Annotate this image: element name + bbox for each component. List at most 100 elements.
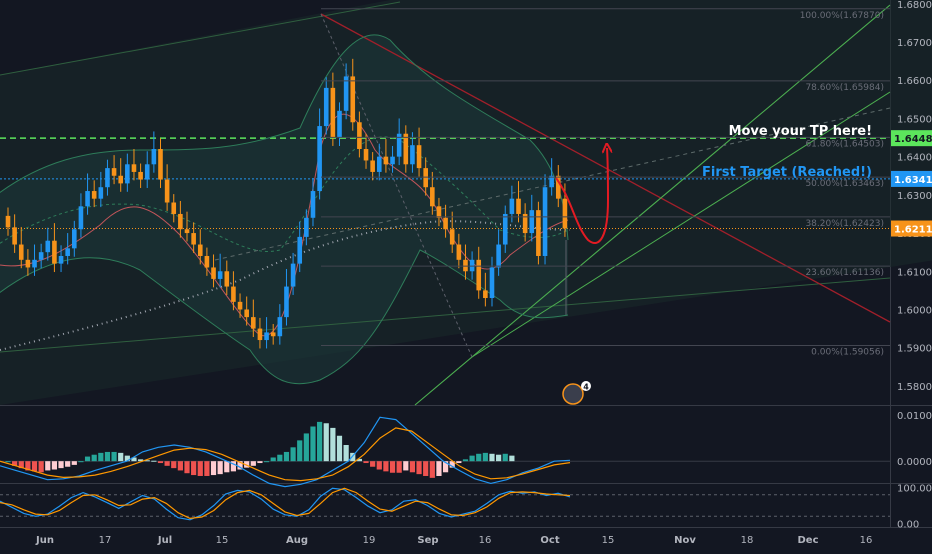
candle-bullish: [529, 210, 535, 234]
candle-bearish: [436, 206, 442, 218]
candle-bullish: [343, 76, 349, 111]
candle-bearish: [416, 145, 422, 169]
macd-histogram-bar: [230, 461, 237, 472]
candle-bullish: [78, 206, 84, 230]
date-tick-label: Aug: [286, 535, 308, 546]
trend-drawings: [0, 1, 891, 406]
candle-bullish: [549, 175, 554, 188]
candle-bearish: [191, 233, 196, 245]
macd-histogram-bar: [204, 461, 210, 476]
macd-histogram-bar: [323, 423, 329, 462]
candle-bullish: [489, 267, 495, 299]
candle-bearish: [270, 332, 276, 337]
bollinger-band-fill: [0, 34, 568, 384]
candle-bearish: [12, 227, 17, 245]
macd-histogram-bar: [423, 461, 429, 476]
fib-level-label: 23.60%(1.61136): [805, 268, 884, 278]
candle-bearish: [370, 160, 375, 172]
stoch-tick-label: 100.00: [897, 484, 932, 495]
candle-bearish: [211, 267, 216, 279]
candle-bearish: [231, 286, 236, 302]
macd-histogram-bar: [210, 461, 217, 476]
macd-histogram-bar: [157, 461, 164, 464]
macd-histogram-bar: [303, 433, 309, 462]
macd-histogram-bar: [197, 461, 203, 476]
date-tick-label: 16: [860, 535, 873, 546]
macd-histogram-bar: [509, 455, 515, 462]
macd-histogram-bar: [111, 451, 117, 462]
bollinger-basis: [0, 136, 569, 252]
candle-bearish: [363, 149, 369, 161]
candle-bearish: [350, 76, 356, 123]
stoch-tick-label: 0.00: [897, 519, 919, 530]
fib-level-label: 50.00%(1.63463): [805, 179, 884, 189]
macd-histogram-bar: [456, 461, 462, 464]
candle-bearish: [330, 87, 336, 138]
macd-histogram-bar: [91, 454, 97, 462]
candle-bearish: [555, 175, 561, 199]
candle-bullish: [151, 149, 157, 165]
candle-bullish: [45, 240, 51, 253]
price-label-box: [891, 170, 932, 187]
candle-bullish: [72, 229, 77, 249]
price-label-value: 1.64484: [894, 134, 932, 145]
price-tick-label: 1.66000: [897, 76, 932, 87]
candle-bullish: [264, 332, 269, 341]
macd-histogram-bar: [416, 461, 422, 475]
date-tick-label: Dec: [797, 535, 818, 546]
candle-bearish: [131, 164, 137, 172]
macd-histogram-bar: [436, 461, 442, 476]
candle-bearish: [251, 317, 256, 329]
candle-bullish: [542, 187, 548, 256]
macd-histogram-bar: [191, 461, 197, 476]
macd-histogram-bar: [482, 452, 488, 462]
macd-histogram-bar: [277, 454, 283, 462]
candle-bullish: [85, 191, 90, 207]
price-label-box: [891, 130, 932, 147]
candle-bearish: [257, 328, 263, 341]
candle-bearish: [224, 271, 230, 287]
macd-histogram-bar: [65, 461, 71, 467]
candle-bearish: [158, 149, 163, 180]
macd-histogram-bar: [118, 452, 124, 462]
candle-bullish: [502, 213, 508, 245]
macd-histogram-bar: [18, 461, 24, 469]
candle-bullish: [290, 263, 296, 287]
candle-bearish: [244, 309, 249, 318]
macd-histogram-bar: [317, 421, 323, 462]
date-tick-label: 16: [479, 535, 492, 546]
projection-arrow: [555, 148, 608, 245]
candle-bearish: [111, 168, 117, 176]
date-tick-label: Jun: [35, 535, 54, 546]
macd-histogram-bar: [144, 460, 150, 462]
macd-histogram-bar: [263, 461, 270, 463]
candle-bearish: [18, 244, 24, 260]
ideas-avatar-icon: [562, 383, 584, 405]
candle-bearish: [204, 255, 210, 268]
macd-histogram-bar: [336, 435, 343, 462]
price-tick-label: 1.67000: [897, 38, 932, 49]
candle-bullish: [396, 133, 402, 157]
candle-bullish: [496, 244, 501, 268]
candle-bullish: [317, 126, 322, 192]
ascending-trendline-2: [471, 91, 891, 358]
macd-histogram-bar: [356, 458, 362, 462]
candle-bullish: [277, 317, 283, 337]
macd-histogram-bar: [476, 453, 482, 462]
candle-bearish: [456, 244, 462, 260]
candle-bearish: [403, 133, 409, 165]
candle-bullish: [337, 110, 342, 138]
candles: [5, 58, 568, 349]
date-tick-label: 18: [741, 535, 754, 546]
candle-bearish: [118, 175, 124, 184]
macd-panel: [0, 416, 890, 488]
candle-bullish: [284, 286, 289, 318]
first-target-callout: First Target (Reached!): [702, 165, 872, 180]
macd-tick-label: 0.00000: [897, 457, 932, 468]
macd-histogram-bar: [224, 461, 230, 473]
macd-histogram-bar: [31, 461, 38, 472]
candle-bearish: [25, 259, 31, 268]
price-tick-label: 1.58000: [897, 382, 932, 393]
macd-histogram-bar: [502, 453, 508, 462]
